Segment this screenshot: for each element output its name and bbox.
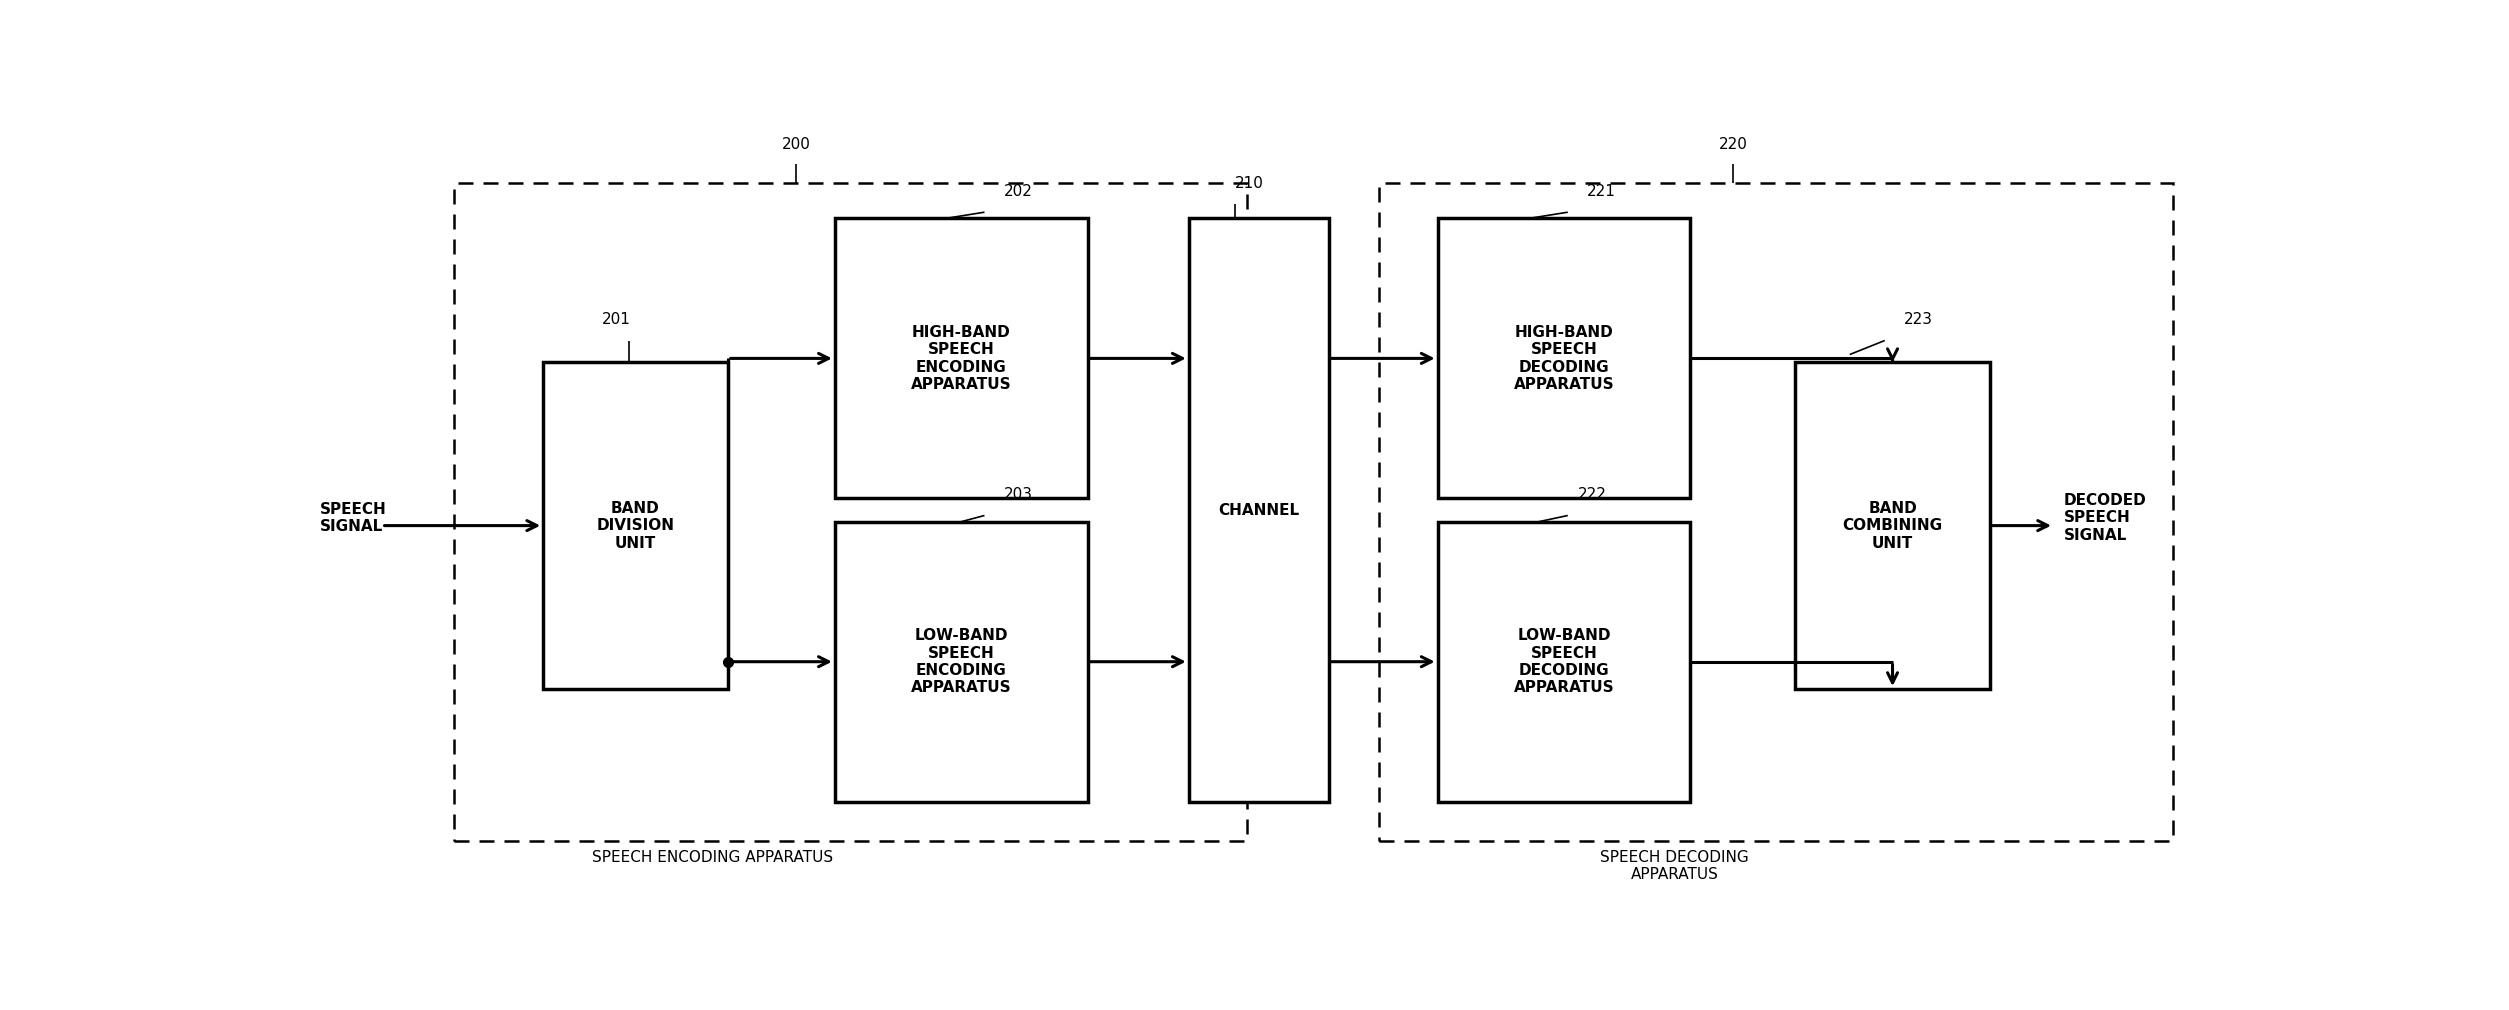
Bar [542, 363, 728, 689]
Bar [1796, 363, 1990, 689]
Text: HIGH-BAND
SPEECH
ENCODING
APPARATUS: HIGH-BAND SPEECH ENCODING APPARATUS [911, 325, 1011, 392]
Bar [1438, 218, 1691, 498]
Text: 222: 222 [1578, 487, 1606, 502]
Text: 220: 220 [1719, 137, 1749, 153]
Text: CHANNEL: CHANNEL [1217, 503, 1300, 517]
Text: 221: 221 [1588, 184, 1616, 199]
Bar [1380, 184, 2173, 840]
Bar [1438, 522, 1691, 802]
Bar [835, 522, 1086, 802]
Text: 200: 200 [780, 137, 810, 153]
Bar [454, 184, 1247, 840]
Text: 201: 201 [602, 312, 630, 327]
Text: 223: 223 [1904, 312, 1934, 327]
Text: 210: 210 [1234, 176, 1265, 191]
Text: HIGH-BAND
SPEECH
DECODING
APPARATUS: HIGH-BAND SPEECH DECODING APPARATUS [1513, 325, 1613, 392]
Text: LOW-BAND
SPEECH
ENCODING
APPARATUS: LOW-BAND SPEECH ENCODING APPARATUS [911, 628, 1011, 695]
Text: SPEECH DECODING
APPARATUS: SPEECH DECODING APPARATUS [1601, 849, 1749, 883]
Text: SPEECH ENCODING APPARATUS: SPEECH ENCODING APPARATUS [592, 849, 833, 865]
Text: 202: 202 [1004, 184, 1034, 199]
Bar [835, 218, 1086, 498]
Text: 203: 203 [1004, 487, 1034, 502]
Text: SPEECH
SIGNAL: SPEECH SIGNAL [319, 502, 386, 534]
Text: BAND
DIVISION
UNIT: BAND DIVISION UNIT [597, 501, 675, 550]
Text: LOW-BAND
SPEECH
DECODING
APPARATUS: LOW-BAND SPEECH DECODING APPARATUS [1513, 628, 1613, 695]
Text: BAND
COMBINING
UNIT: BAND COMBINING UNIT [1842, 501, 1942, 550]
Bar [1189, 218, 1330, 802]
Text: DECODED
SPEECH
SIGNAL: DECODED SPEECH SIGNAL [2065, 493, 2145, 542]
